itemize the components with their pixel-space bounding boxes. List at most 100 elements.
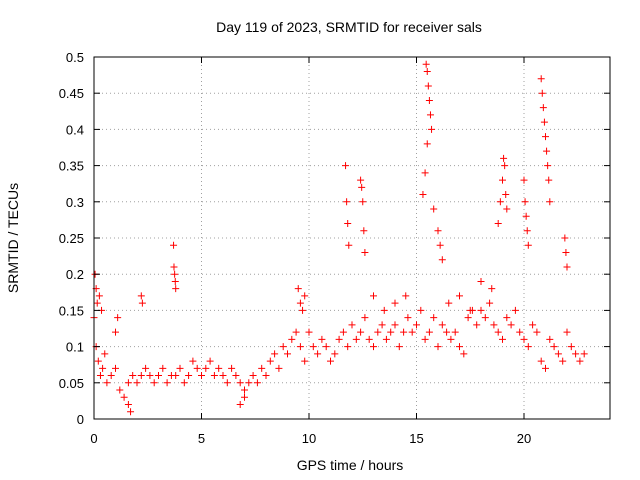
data-point [380, 306, 388, 314]
data-point [572, 350, 580, 358]
data-point [137, 372, 145, 380]
data-point [447, 335, 455, 343]
data-point [438, 256, 446, 264]
data-point [172, 372, 180, 380]
data-point [146, 372, 154, 380]
data-point [451, 328, 459, 336]
data-point [391, 321, 399, 329]
data-point [305, 328, 313, 336]
data-point [129, 372, 137, 380]
data-point [241, 386, 248, 394]
data-point [395, 343, 403, 351]
data-point [155, 372, 162, 380]
data-point [494, 220, 502, 228]
data-point [103, 379, 111, 387]
data-point [580, 350, 588, 358]
data-point [249, 372, 257, 380]
data-point [345, 241, 353, 249]
y-tick-label: 0 [77, 412, 84, 427]
data-point [112, 364, 119, 372]
data-point [163, 379, 171, 387]
data-point [99, 364, 107, 372]
data-point [438, 321, 446, 329]
data-point [516, 328, 524, 336]
data-point [545, 176, 553, 184]
data-point [436, 241, 444, 249]
data-point [499, 335, 506, 343]
y-tick-label: 0.2 [66, 267, 84, 282]
data-point [434, 227, 442, 235]
data-point [554, 350, 562, 358]
data-point [539, 104, 547, 112]
data-point [402, 292, 410, 300]
data-point [193, 364, 201, 372]
data-point [511, 306, 519, 314]
data-point [288, 335, 296, 343]
y-tick-label: 0.3 [66, 195, 84, 210]
y-tick-label: 0.05 [59, 376, 84, 391]
data-point [299, 306, 307, 314]
data-point [245, 379, 253, 387]
axis-ticks: 0 0.05 0.1 0.15 0.2 0.25 0.3 0.35 0.4 0.45 0.5 0 5 10… [59, 50, 610, 446]
grid [94, 57, 610, 419]
data-point [426, 111, 434, 119]
y-tick-label: 0.4 [66, 122, 84, 137]
chart-title: Day 119 of 2023, SRMTID for receiver sal… [216, 19, 482, 35]
data-point [423, 67, 431, 75]
data-point [284, 350, 291, 358]
data-point [301, 292, 309, 300]
data-point [496, 198, 504, 206]
data-point [408, 328, 416, 336]
data-point [425, 96, 433, 104]
x-tick-label: 5 [198, 431, 205, 446]
y-axis-label: SRMTID / TECUs [5, 183, 21, 293]
data-point [423, 140, 431, 148]
data-point [422, 60, 430, 68]
y-tick-label: 0.15 [59, 303, 84, 318]
data-point [185, 372, 193, 380]
data-point [170, 241, 178, 249]
data-point [258, 364, 266, 372]
data-point [529, 321, 537, 329]
data-point [327, 357, 334, 365]
data-point [352, 335, 360, 343]
data-point [94, 357, 102, 365]
y-tick-label: 0.5 [66, 50, 84, 65]
data-point [206, 357, 214, 365]
data-point [219, 372, 227, 380]
data-point [430, 205, 438, 213]
data-point [172, 285, 180, 293]
data-point [520, 335, 528, 343]
data-point [445, 299, 453, 307]
data-point [490, 321, 498, 329]
data-point [137, 292, 145, 300]
data-point [544, 162, 552, 170]
data-point [318, 335, 326, 343]
data-point [488, 285, 496, 293]
data-point [124, 401, 132, 409]
data-point [456, 292, 463, 300]
data-point [576, 357, 584, 365]
data-point [524, 343, 532, 351]
y-tick-label: 0.35 [59, 159, 84, 174]
data-point [524, 241, 532, 249]
data-point [382, 335, 390, 343]
y-tick-label: 0.45 [59, 86, 84, 101]
data-point [120, 393, 128, 401]
data-point [138, 299, 146, 307]
data-point [361, 248, 369, 256]
data-point [538, 89, 546, 97]
data-point [339, 328, 347, 336]
data-point [486, 299, 494, 307]
data-point [477, 306, 485, 314]
data-point [107, 372, 115, 380]
data-point [533, 328, 541, 336]
data-point [378, 321, 386, 329]
data-point [522, 212, 530, 220]
data-point [296, 343, 304, 351]
data-point [223, 379, 231, 387]
data-point [112, 328, 119, 336]
data-point [360, 227, 368, 235]
data-point [419, 191, 427, 199]
